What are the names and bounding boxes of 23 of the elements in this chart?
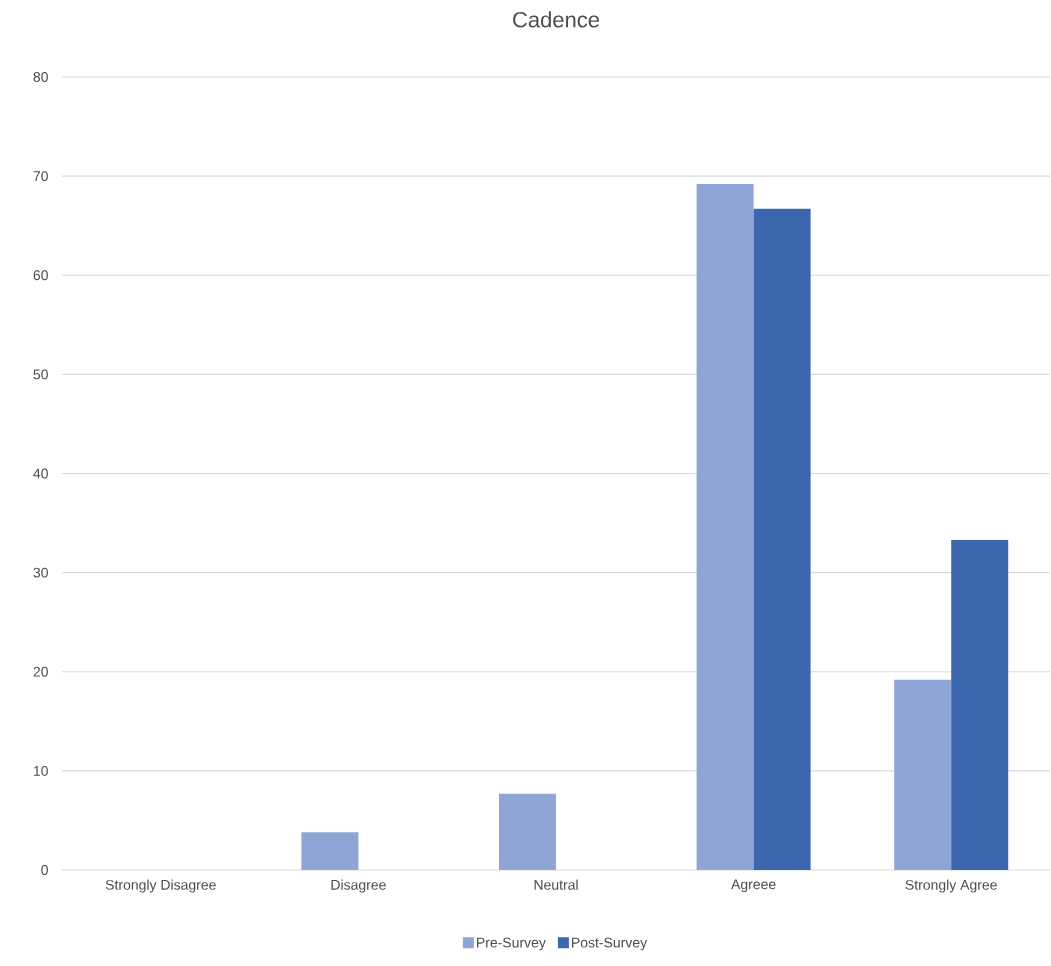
x-tick-label: Strongly Disagree — [105, 879, 216, 893]
x-tick-label: Disagree — [331, 879, 386, 893]
y-tick-label: 20 — [33, 666, 48, 677]
bar — [951, 539, 1009, 870]
x-tick-label: Neutral — [534, 879, 578, 890]
y-tick-label: 30 — [33, 567, 48, 578]
x-tick-label: Strongly Agree — [905, 879, 997, 893]
y-tick-label: 50 — [33, 369, 48, 380]
bar — [696, 184, 754, 870]
y-tick-label: 80 — [33, 72, 48, 82]
y-tick-label: 70 — [33, 171, 48, 182]
y-tick-label: 0 — [41, 865, 48, 875]
bar — [301, 832, 359, 870]
legend-label: Pre-Survey — [477, 937, 546, 951]
bar — [894, 679, 952, 870]
chart-title: Cadence — [513, 11, 600, 28]
x-tick-label: Agreee — [731, 879, 776, 893]
y-tick-label: 60 — [33, 270, 48, 281]
y-tick-label: 40 — [33, 468, 48, 479]
bar — [499, 793, 556, 870]
bar — [753, 208, 811, 870]
y-tick-label: 10 — [33, 765, 48, 776]
legend-label: Post-Survey — [572, 937, 648, 951]
